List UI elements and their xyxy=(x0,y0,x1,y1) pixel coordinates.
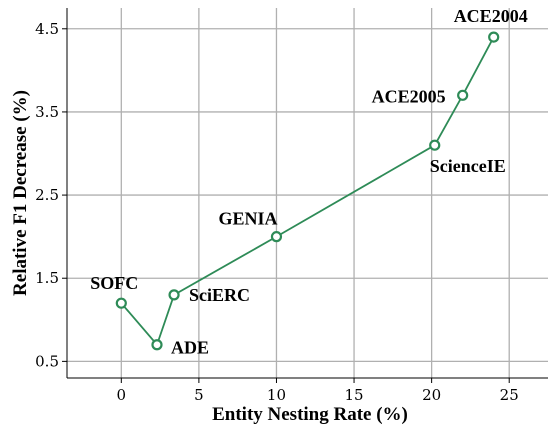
point-label-ace2005: ACE2005 xyxy=(372,86,446,106)
y-tick-label: 3.5 xyxy=(35,103,59,121)
data-point-ade xyxy=(151,339,163,351)
x-axis-title: Entity Nesting Rate (%) xyxy=(212,404,408,425)
data-point-ace2004 xyxy=(488,31,500,43)
x-tick-label: 0 xyxy=(117,386,127,404)
data-point-scienceie xyxy=(429,139,441,151)
point-label-scienceie: ScienceIE xyxy=(430,156,506,176)
x-tick-label: 10 xyxy=(267,386,286,404)
y-tick-label: 0.5 xyxy=(35,352,59,370)
x-tick-label: 25 xyxy=(500,386,519,404)
point-label-ace2004: ACE2004 xyxy=(454,6,528,26)
data-point-scierc xyxy=(168,289,180,301)
data-point-genia xyxy=(270,231,283,243)
x-tick-label: 15 xyxy=(345,386,364,404)
point-label-scierc: SciERC xyxy=(189,285,250,305)
x-ticks: 0 5 10 15 20 25 xyxy=(117,378,519,404)
data-point-ace2005 xyxy=(457,89,469,101)
y-ticks: 0.5 1.5 2.5 3.5 4.5 xyxy=(35,20,67,370)
point-label-ade: ADE xyxy=(171,338,209,358)
data-point-sofc xyxy=(115,297,127,309)
point-labels: SOFC ADE SciERC GENIA ScienceIE ACE2005 ACE200… xyxy=(90,6,527,358)
grid-lines xyxy=(67,8,548,378)
data-series xyxy=(115,31,500,351)
y-axis-title: Relative F1 Decrease (%) xyxy=(10,90,31,296)
plot-frame xyxy=(66,8,548,379)
x-tick-label: 20 xyxy=(422,386,441,404)
y-tick-label: 2.5 xyxy=(35,186,59,204)
y-tick-label: 1.5 xyxy=(35,269,59,287)
x-tick-label: 5 xyxy=(194,386,204,404)
y-tick-label: 4.5 xyxy=(35,20,59,38)
point-label-sofc: SOFC xyxy=(90,273,138,293)
point-label-genia: GENIA xyxy=(218,209,277,229)
